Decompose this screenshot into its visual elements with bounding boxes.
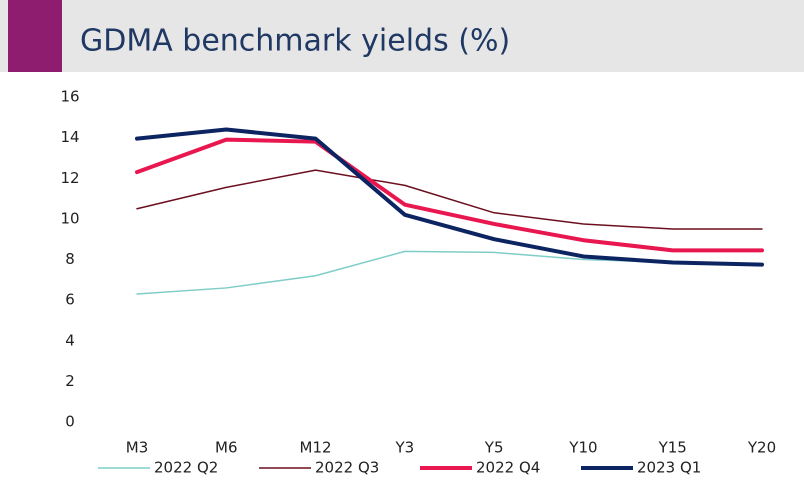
legend-label: 2022 Q2 [154,459,218,477]
legend-label: 2022 Q3 [315,459,379,477]
series-line [136,169,763,230]
legend-label: 2023 Q1 [637,459,701,477]
y-tick-label: 8 [65,250,75,268]
y-tick-label: 4 [65,331,75,349]
x-tick-label: M6 [215,439,238,457]
x-tick-label: Y20 [747,439,776,457]
y-tick-label: 16 [60,88,79,106]
series-line [135,137,764,253]
x-tick-label: Y15 [658,439,687,457]
header-accent [8,0,62,72]
x-tick-label: Y10 [568,439,597,457]
x-tick-label: M3 [126,439,149,457]
x-tick-label: Y3 [394,439,414,457]
series-line [136,250,763,295]
chart-title: GDMA benchmark yields (%) [80,24,510,59]
legend-label: 2022 Q4 [476,459,540,477]
x-tick-label: Y5 [484,439,504,457]
series-line [135,127,764,267]
y-tick-label: 2 [65,372,75,390]
x-tick-label: M12 [300,439,332,457]
y-tick-label: 12 [60,169,79,187]
y-tick-label: 6 [65,291,75,309]
y-tick-label: 14 [60,128,79,146]
header-band [0,0,804,72]
y-tick-label: 10 [60,209,79,227]
y-tick-label: 0 [65,413,75,431]
